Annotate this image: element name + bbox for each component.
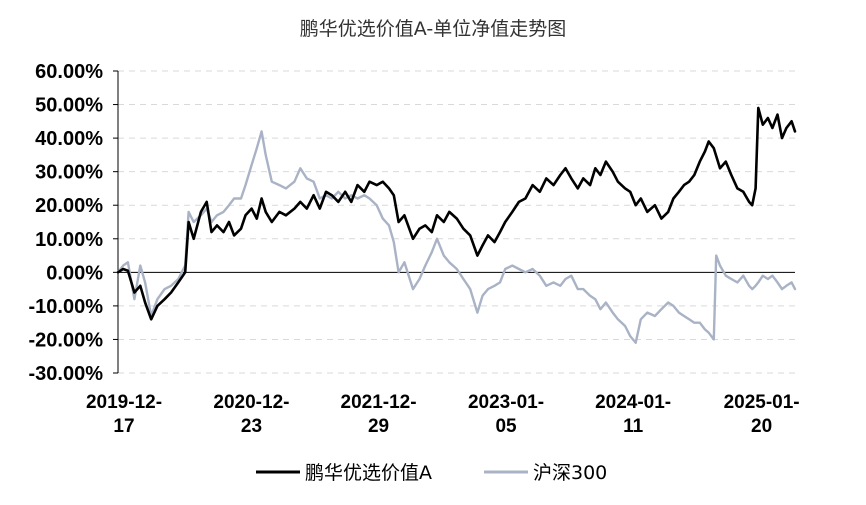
x-tick-label: 2023-01- xyxy=(468,392,544,413)
x-axis-tick-labels: 2019-12- 17 2020-12- 23 2021-12- 29 2023-01- 05… xyxy=(86,392,800,437)
legend-label-pengua: 鹏华优选价值A xyxy=(305,462,432,484)
x-tick-label: 2020-12- xyxy=(213,392,289,413)
x-tick-label: 17 xyxy=(113,416,134,437)
series-lines xyxy=(116,106,797,344)
x-tick-label: 2025-01- xyxy=(724,392,800,413)
x-tick-label: 2021-12- xyxy=(341,392,417,413)
y-tick-label: 10.00% xyxy=(35,229,103,251)
y-tick-label: -30.00% xyxy=(29,363,104,385)
x-tick-label: 2024-01- xyxy=(595,392,671,413)
legend: 鹏华优选价值A 沪深300 xyxy=(256,462,607,484)
y-tick-label: -20.00% xyxy=(29,329,104,351)
x-tick-label: 11 xyxy=(623,416,644,437)
y-tick-label: 50.00% xyxy=(35,95,103,117)
y-tick-label: 20.00% xyxy=(35,195,103,217)
x-tick-label: 2019-12- xyxy=(86,392,162,413)
x-tick-label: 05 xyxy=(495,416,517,437)
legend-label-hs300: 沪深300 xyxy=(533,462,607,484)
y-tick-label: 0.00% xyxy=(46,262,103,284)
series-line-fund-line xyxy=(116,106,797,321)
series-line-hs300-line xyxy=(116,130,797,344)
grid-lines xyxy=(118,70,795,374)
axes xyxy=(113,70,795,374)
x-tick-label: 20 xyxy=(751,416,772,437)
chart-title: 鹏华优选价值A-单位净值走势图 xyxy=(300,18,566,40)
y-tick-label: 40.00% xyxy=(35,128,103,150)
x-tick-label: 23 xyxy=(241,416,262,437)
y-axis-tick-labels: 60.00% 50.00% 40.00% 30.00% 20.00% 10.00% 0.00… xyxy=(29,61,104,385)
y-tick-label: 60.00% xyxy=(35,61,103,83)
x-tick-label: 29 xyxy=(368,416,389,437)
y-tick-label: -10.00% xyxy=(29,296,104,318)
y-tick-label: 30.00% xyxy=(35,162,103,184)
